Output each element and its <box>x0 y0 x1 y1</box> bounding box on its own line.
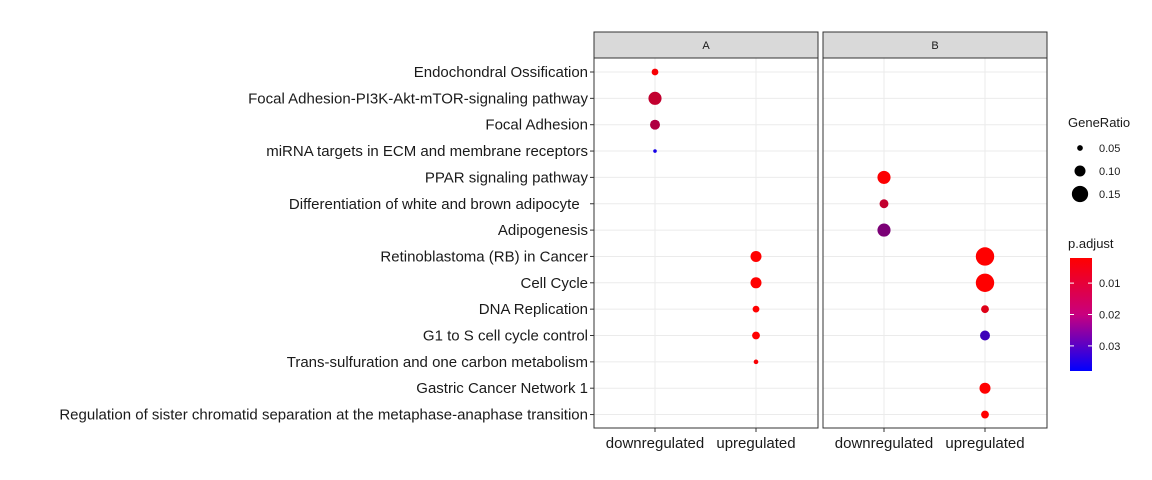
panel-background <box>823 58 1047 428</box>
legends: GeneRatio 0.05 0.10 0.15 p.adjust 0.01 0.02 0.0… <box>1068 115 1130 371</box>
y-tick-label: Retinoblastoma (RB) in Cancer <box>380 248 588 265</box>
size-legend-key <box>1074 165 1086 177</box>
color-legend-label: 0.01 <box>1099 278 1120 290</box>
data-point <box>980 330 990 341</box>
x-tick-label: upregulated <box>716 435 795 452</box>
facet-strip <box>593 31 819 59</box>
y-tick-label: Adipogenesis <box>498 222 588 239</box>
x-tick-label: upregulated <box>945 435 1024 452</box>
color-legend-bar <box>1070 258 1092 371</box>
data-point <box>981 305 989 314</box>
y-tick-label: Focal Adhesion <box>485 117 588 134</box>
data-point <box>752 331 760 340</box>
data-point <box>877 170 891 184</box>
panel-border <box>822 57 1048 429</box>
data-point <box>752 305 760 313</box>
color-legend-label: 0.02 <box>1099 310 1120 322</box>
size-legend-key <box>1077 145 1083 151</box>
data-point <box>975 247 995 266</box>
facet-strip-label: B <box>931 40 938 52</box>
x-tick-label: downregulated <box>606 435 704 452</box>
data-point <box>981 410 989 419</box>
color-legend-label: 0.03 <box>1099 341 1120 353</box>
size-legend-title: GeneRatio <box>1068 115 1130 130</box>
y-tick-label: G1 to S cell cycle control <box>423 328 588 345</box>
color-legend-title: p.adjust <box>1068 236 1114 251</box>
y-tick-label: miRNA targets in ECM and membrane recept… <box>266 143 588 160</box>
data-point <box>651 68 659 76</box>
data-point <box>975 273 995 292</box>
y-axis-labels: Endochondral Ossification Focal Adhesion-… <box>59 64 594 424</box>
y-tick-label: Focal Adhesion-PI3K-Akt-mTOR-signaling p… <box>248 90 588 107</box>
size-legend-label: 0.15 <box>1099 189 1120 201</box>
facet-strip <box>822 31 1048 59</box>
data-point <box>750 250 762 262</box>
size-legend-label: 0.05 <box>1099 143 1120 155</box>
panel-background <box>594 58 818 428</box>
y-tick-label: Gastric Cancer Network 1 <box>416 380 588 397</box>
data-point <box>750 277 762 289</box>
y-tick-label: PPAR signaling pathway <box>425 169 589 186</box>
size-legend-label: 0.10 <box>1099 166 1120 178</box>
y-tick-label: Cell Cycle <box>520 275 588 292</box>
data-point <box>650 119 660 130</box>
y-tick-label: Endochondral Ossification <box>414 64 588 81</box>
y-tick-label: Differentiation of white and brown adipo… <box>289 196 588 213</box>
x-tick-label: downregulated <box>835 435 933 452</box>
y-tick-label: Trans-sulfuration and one carbon metabol… <box>287 354 588 371</box>
data-point <box>877 223 891 237</box>
size-legend-key <box>1071 185 1089 203</box>
y-tick-label: Regulation of sister chromatid separatio… <box>59 407 588 424</box>
facet-strip-label: A <box>702 40 710 52</box>
y-tick-label: DNA Replication <box>479 301 588 318</box>
data-point <box>879 199 889 209</box>
panel-border <box>593 57 819 429</box>
data-point <box>648 91 662 105</box>
data-point <box>979 382 991 394</box>
data-point <box>753 359 759 365</box>
data-point <box>653 149 657 153</box>
